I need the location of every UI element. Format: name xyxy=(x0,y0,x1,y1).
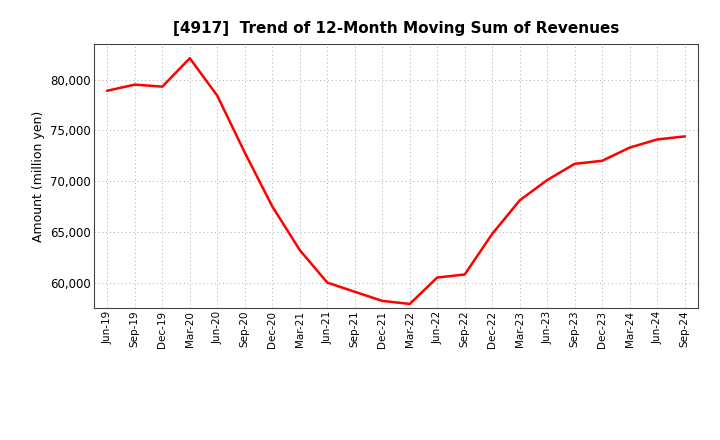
Y-axis label: Amount (million yen): Amount (million yen) xyxy=(32,110,45,242)
Title: [4917]  Trend of 12-Month Moving Sum of Revenues: [4917] Trend of 12-Month Moving Sum of R… xyxy=(173,21,619,36)
